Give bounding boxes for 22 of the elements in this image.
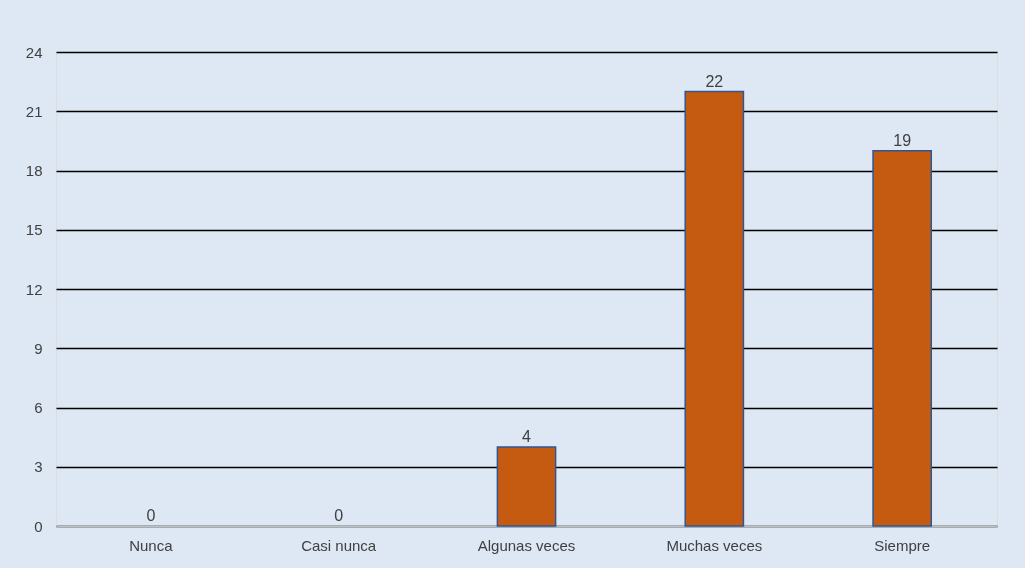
y-tick-label: 21	[25, 102, 43, 120]
bar	[684, 90, 745, 527]
bar	[872, 150, 933, 527]
x-tick-label: Algunas veces	[477, 536, 576, 554]
x-tick-label: Casi nunca	[301, 536, 377, 554]
data-label: 0	[334, 507, 344, 524]
y-tick-label: 15	[25, 221, 43, 239]
data-label: 4	[522, 428, 532, 445]
x-tick-label: Siempre	[874, 536, 931, 554]
y-tick-label: 0	[34, 517, 43, 535]
data-label: 0	[146, 507, 156, 524]
bar	[496, 446, 557, 527]
y-tick-label: 24	[25, 43, 43, 61]
y-tick-label: 9	[34, 339, 43, 357]
x-tick-label: Nunca	[129, 536, 174, 554]
y-tick-label: 6	[34, 399, 43, 416]
y-tick-label: 3	[34, 458, 43, 476]
data-label: 19	[893, 131, 912, 149]
y-tick-label: 18	[25, 162, 43, 179]
y-tick-label: 12	[25, 280, 43, 298]
data-label: 22	[705, 72, 724, 90]
x-tick-label: Muchas veces	[666, 536, 763, 554]
